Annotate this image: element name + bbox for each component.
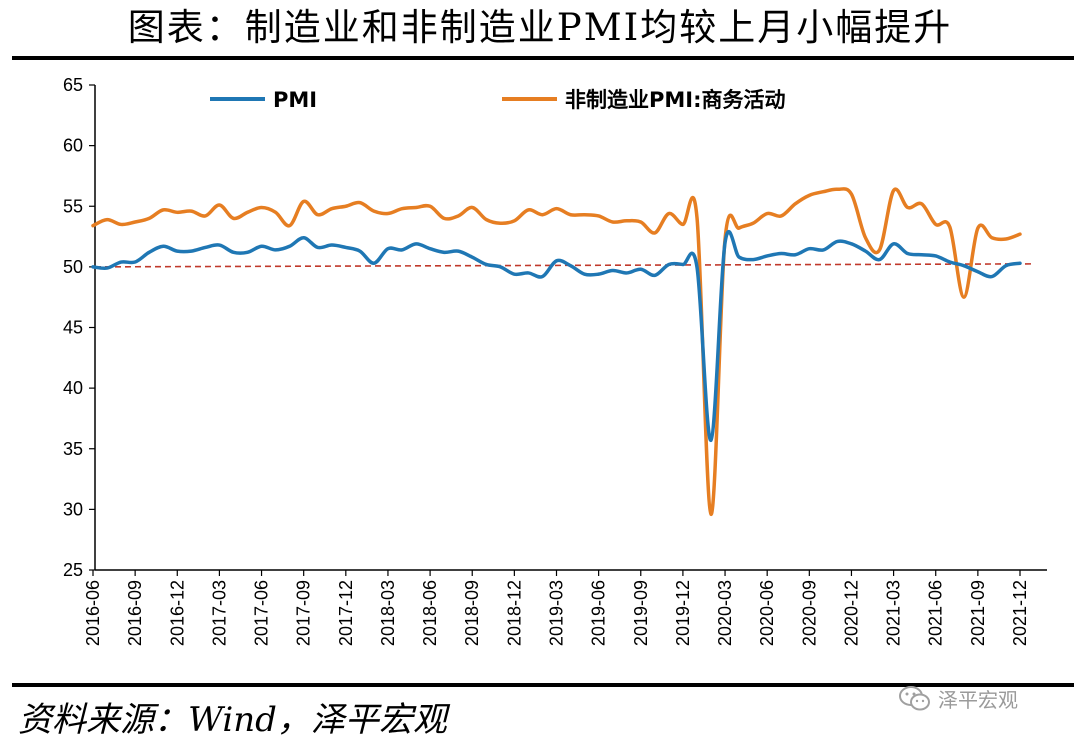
- y-tick-label: 55: [63, 196, 83, 216]
- x-tick-label: 2016-12: [167, 580, 187, 646]
- series-line-1: [91, 187, 1022, 516]
- x-tick-label: 2020-09: [799, 580, 819, 646]
- x-tick-label: 2017-06: [252, 580, 272, 646]
- reference-line-50: [94, 263, 1033, 268]
- series-line-0: [91, 230, 1022, 443]
- y-tick-label: 35: [63, 439, 83, 459]
- x-tick-label: 2020-06: [757, 580, 777, 646]
- x-tick-label: 2017-09: [294, 580, 314, 646]
- x-tick-label: 2018-09: [462, 580, 482, 646]
- x-tick-label: 2017-03: [209, 580, 229, 646]
- y-tick-label: 65: [63, 75, 83, 95]
- y-tick-label: 40: [63, 378, 83, 398]
- x-tick-label: 2020-03: [715, 580, 735, 646]
- watermark-text: 泽平宏观: [938, 688, 1018, 712]
- x-tick-label: 2018-06: [420, 580, 440, 646]
- x-tick-label: 2021-09: [968, 580, 988, 646]
- y-tick-label: 50: [63, 257, 83, 277]
- wechat-icon: [899, 685, 930, 710]
- x-tick-label: 2020-12: [841, 580, 861, 646]
- legend-label-1: 非制造业PMI:商务活动: [565, 88, 786, 112]
- watermark: 泽平宏观: [898, 684, 1018, 713]
- x-tick-label: 2021-03: [884, 580, 904, 646]
- x-tick-label: 2019-09: [631, 580, 651, 646]
- bottom-rule: [12, 683, 1074, 687]
- x-tick-label: 2016-06: [83, 580, 103, 646]
- source-note: 资料来源：Wind，泽平宏观: [18, 700, 447, 740]
- x-tick-label: 2018-12: [504, 580, 524, 646]
- x-tick-label: 2017-12: [336, 580, 356, 646]
- x-tick-label: 2016-09: [125, 580, 145, 646]
- top-rule: [12, 56, 1074, 60]
- y-tick-label: 25: [63, 560, 83, 580]
- x-tick-label: 2019-06: [589, 580, 609, 646]
- x-tick-label: 2021-12: [1010, 580, 1030, 646]
- chart-title: 图表：制造业和非制造业PMI均较上月小幅提升: [127, 6, 953, 49]
- x-tick-label: 2018-03: [378, 580, 398, 646]
- y-tick-label: 45: [63, 318, 83, 338]
- y-tick-label: 30: [63, 499, 83, 519]
- y-tick-label: 60: [63, 136, 83, 156]
- line-chart: 25 30 35 40 45 50 55 60 65 2016-06 2016-09 2016-12 2…: [63, 75, 1047, 646]
- x-tick-label: 2019-12: [673, 580, 693, 646]
- x-tick-label: 2019-03: [547, 580, 567, 646]
- x-tick-label: 2021-06: [926, 580, 946, 646]
- legend-label-0: PMI: [273, 88, 317, 112]
